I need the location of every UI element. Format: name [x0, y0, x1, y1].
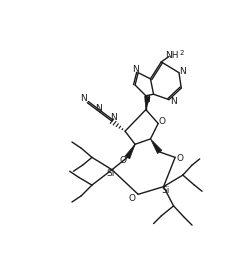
Text: N: N	[132, 65, 139, 74]
Polygon shape	[124, 144, 135, 159]
Text: O: O	[158, 117, 165, 126]
Text: N: N	[169, 97, 176, 106]
Text: N: N	[80, 94, 86, 103]
Text: N: N	[179, 67, 185, 76]
Text: N: N	[110, 113, 116, 122]
Text: NH: NH	[164, 51, 178, 60]
Polygon shape	[150, 139, 161, 154]
Text: N: N	[143, 95, 149, 104]
Text: O: O	[128, 194, 135, 203]
Text: Si: Si	[106, 169, 114, 178]
Text: O: O	[119, 156, 126, 165]
Text: Si: Si	[160, 186, 169, 195]
Polygon shape	[144, 96, 149, 110]
Text: O: O	[176, 154, 182, 163]
Text: 2: 2	[178, 50, 183, 56]
Text: N: N	[94, 104, 101, 113]
